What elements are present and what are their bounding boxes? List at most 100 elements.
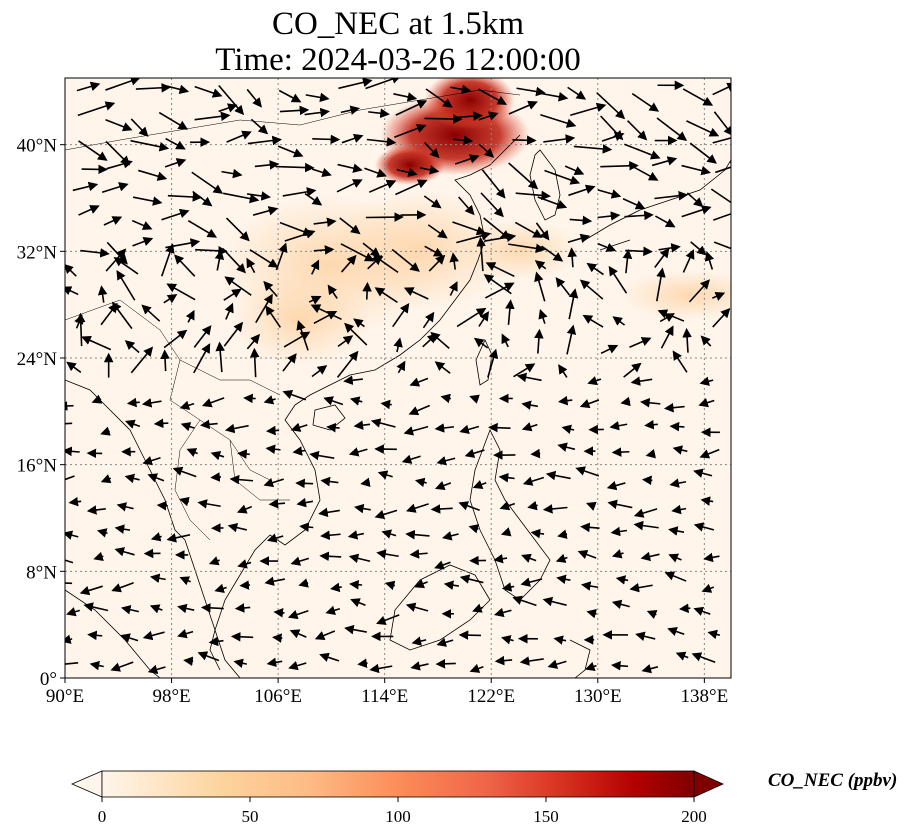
wind-arrow — [120, 605, 139, 615]
wind-arrow — [499, 501, 516, 511]
plume-east-china — [330, 190, 510, 310]
wind-arrow — [210, 450, 225, 461]
wind-arrow — [100, 426, 111, 436]
wind-arrow — [376, 614, 400, 625]
wind-arrow — [341, 133, 364, 144]
wind-arrow — [476, 236, 486, 272]
wind-arrow — [310, 259, 320, 275]
wind-arrow — [633, 520, 659, 531]
wind-arrow — [535, 222, 550, 241]
wind-arrow — [65, 634, 73, 644]
wind-arrow — [606, 480, 626, 491]
wind-arrow — [353, 318, 365, 328]
wind-arrow — [537, 196, 568, 209]
x-tick-label: 90°E — [46, 686, 84, 707]
wind-arrow — [167, 192, 203, 202]
wind-arrow — [350, 598, 366, 608]
wind-arrow — [179, 496, 190, 507]
wind-arrow — [111, 582, 134, 593]
wind-arrow — [668, 526, 685, 536]
wind-arrow — [584, 661, 597, 671]
wind-arrow — [298, 578, 309, 588]
wind-arrow — [669, 478, 687, 488]
wind-arrow — [194, 85, 223, 98]
wind-arrow — [132, 236, 154, 247]
wind-arrow — [246, 191, 271, 201]
wind-arrow — [101, 182, 129, 194]
colorbar-tick-label: 100 — [385, 807, 411, 826]
wind-arrow — [185, 309, 195, 323]
wind-arrow — [353, 420, 371, 430]
wind-arrow — [344, 624, 367, 635]
wind-arrow — [343, 375, 363, 385]
wind-arrow — [568, 184, 596, 197]
wind-arrow — [488, 422, 511, 433]
wind-arrow — [160, 243, 175, 277]
wind-arrow — [337, 335, 354, 347]
wind-arrow — [651, 156, 678, 167]
wind-arrow — [266, 657, 283, 668]
wind-arrow — [348, 447, 368, 457]
wind-arrow — [163, 294, 178, 304]
wind-arrow — [275, 242, 288, 271]
wind-arrow — [586, 262, 604, 276]
wind-arrow — [534, 260, 547, 270]
wind-arrow — [668, 553, 682, 563]
wind-arrow — [607, 499, 633, 510]
wind-arrow — [80, 248, 110, 258]
wind-arrow — [320, 476, 339, 487]
wind-arrow — [663, 402, 685, 413]
wind-arrow — [567, 233, 591, 244]
x-tick-label: 106°E — [254, 686, 302, 707]
wind-arrow — [149, 573, 166, 583]
wind-arrow — [568, 288, 579, 320]
wind-arrow — [265, 444, 281, 455]
wind-arrow — [319, 652, 340, 662]
wind-arrow — [478, 111, 499, 121]
colorbar-bar — [101, 770, 695, 798]
wind-arrow — [452, 221, 487, 236]
wind-arrow — [579, 399, 600, 409]
wind-arrow — [428, 254, 446, 272]
map-frame — [64, 77, 732, 679]
wind-arrow — [264, 576, 286, 586]
x-tick-label: 138°E — [681, 686, 729, 707]
wind-arrow — [667, 626, 685, 637]
wind-arrow — [393, 337, 403, 353]
wind-arrow — [456, 111, 483, 121]
wind-arrow — [712, 307, 731, 328]
colorbar-tick-label: 200 — [681, 807, 707, 826]
wind-arrow — [693, 606, 711, 616]
wind-arrow — [703, 552, 720, 563]
wind-arrow — [640, 397, 661, 408]
colorbar-tick-label: 150 — [533, 807, 559, 826]
wind-arrow — [628, 163, 659, 181]
wind-arrow — [348, 553, 371, 564]
wind-arrow — [508, 100, 538, 115]
wind-arrow — [174, 254, 196, 277]
y-tick-label: 8°N — [26, 562, 57, 583]
wind-arrow — [225, 217, 250, 242]
wind-arrow — [215, 341, 225, 373]
x-tick-label: 98°E — [152, 686, 190, 707]
x-tick-label: 130°E — [574, 686, 622, 707]
wind-arrow — [366, 137, 397, 147]
wind-arrow — [287, 610, 309, 620]
wind-arrow — [263, 477, 284, 488]
wind-arrow — [481, 169, 506, 199]
wind-arrow — [520, 577, 543, 587]
wind-arrow — [68, 496, 82, 507]
wind-arrow — [208, 556, 220, 566]
wind-arrow — [644, 419, 658, 430]
wind-arrow — [501, 582, 515, 592]
wind-arrow — [611, 660, 629, 671]
wind-arrow — [629, 582, 653, 593]
wind-arrow — [360, 477, 371, 488]
wind-arrow — [106, 159, 133, 170]
y-tick-label: 0° — [40, 669, 57, 690]
wind-arrow — [569, 215, 593, 226]
wind-arrow — [246, 88, 262, 108]
wind-arrow — [374, 509, 398, 520]
wind-arrow — [580, 581, 599, 591]
wind-arrow — [96, 528, 108, 538]
